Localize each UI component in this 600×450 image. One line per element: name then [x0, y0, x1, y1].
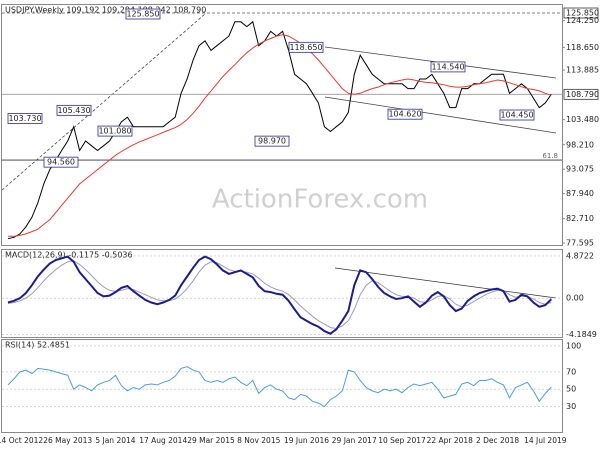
watermark: ActionForex.com [212, 185, 428, 215]
y-tick-label: 0.00 [566, 294, 584, 303]
annotation-box [387, 108, 423, 120]
macd-title: MACD(12,26,9) -0.1175 -0.5036 [5, 251, 133, 260]
series-line [7, 20, 552, 240]
y-tick-label: 103.480 [566, 115, 599, 124]
x-tick-label: 14 Oct 2012 [0, 436, 43, 445]
x-tick-label: 10 Sep 2017 [378, 436, 426, 445]
annotation-label: 105.430 [57, 106, 90, 115]
annotation-label: 103.730 [8, 114, 41, 123]
annotation-label: 114.540 [431, 62, 464, 71]
y-tick-label: 50 [566, 385, 576, 394]
annotation-label: 118.650 [289, 43, 322, 52]
y-tick-label: 4.8722 [566, 251, 594, 260]
annotation-box [288, 41, 324, 53]
annotation-box [254, 135, 290, 147]
channel-lower [324, 96, 557, 134]
price-title: USDJPY.Weekly 109.192 109.294 108.242 10… [5, 6, 206, 15]
y-tick-label: -4.1849 [566, 330, 597, 339]
annotation-label: 98.970 [258, 137, 286, 146]
annotation-box [430, 61, 466, 73]
annotation-box [97, 125, 133, 137]
y-tick-label: 108.790 [566, 90, 599, 99]
annotation-label: 104.450 [500, 111, 533, 120]
annotation-label: 94.560 [47, 158, 75, 167]
tick-box [563, 88, 599, 100]
x-tick-label: 17 Aug 2014 [139, 436, 187, 445]
y-tick-label: 118.650 [566, 43, 599, 52]
annotation-label: 101.080 [98, 127, 131, 136]
y-tick-label: 87.940 [566, 189, 594, 198]
series-line [8, 34, 552, 237]
macd-trend-line [334, 267, 557, 299]
y-tick-label: 82.710 [566, 214, 594, 223]
x-tick-label: 29 Mar 2015 [187, 436, 235, 445]
annotation-label: 104.620 [388, 110, 421, 119]
y-tick-label: 125.850 [566, 9, 599, 18]
rsi-panel [1, 339, 563, 433]
annotation-box [43, 156, 79, 168]
y-tick-label: 98.210 [566, 140, 594, 149]
annotation-label: 125.850 [126, 10, 159, 19]
annotation-box [7, 113, 43, 124]
macd-panel [1, 249, 563, 338]
y-tick-label: 70 [566, 367, 576, 376]
tick-box [563, 7, 599, 19]
annotation-box [499, 109, 535, 121]
annotation-box [56, 104, 92, 116]
series-line [7, 366, 552, 408]
rsi-title: RSI(14) 52.4851 [5, 341, 70, 350]
x-tick-label: 26 May 2013 [43, 436, 92, 445]
y-tick-label: 93.075 [566, 165, 594, 174]
x-tick-label: 8 Nov 2015 [237, 436, 280, 445]
annotation-box [125, 8, 161, 20]
x-tick-label: 19 Jun 2016 [284, 436, 329, 445]
series-line [7, 255, 553, 335]
y-tick-label: 100 [566, 341, 581, 350]
y-tick-label: 113.885 [566, 66, 599, 75]
y-tick-label: 30 [566, 402, 576, 411]
price-panel [1, 4, 563, 246]
x-tick-label: 22 Apr 2018 [427, 436, 474, 445]
fib-level-label: 61.8 [542, 152, 558, 160]
x-tick-label: 14 Jul 2019 [524, 436, 567, 445]
series-line [7, 260, 552, 330]
y-tick-label: 124.250 [566, 16, 599, 25]
x-tick-label: 29 Jan 2017 [332, 436, 377, 445]
x-tick-label: 2 Dec 2018 [476, 436, 519, 445]
y-tick-label: 77.595 [566, 239, 594, 248]
x-tick-label: 5 Jan 2014 [95, 436, 135, 445]
